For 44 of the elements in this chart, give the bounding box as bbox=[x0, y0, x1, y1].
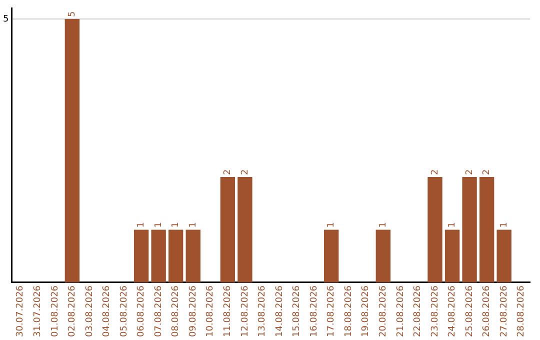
x-tick-label: 06.08.2026 bbox=[136, 285, 147, 337]
data-label: 2 bbox=[464, 169, 475, 176]
x-tick-label: 20.08.2026 bbox=[378, 285, 388, 337]
x-tick-label: 23.08.2026 bbox=[430, 285, 440, 337]
x-tick-label: 04.08.2026 bbox=[102, 285, 112, 337]
x-tick-label: 10.08.2026 bbox=[206, 285, 216, 337]
x-tick-label: 14.08.2026 bbox=[274, 285, 285, 337]
data-label: 1 bbox=[136, 222, 147, 228]
x-tick-label: 07.08.2026 bbox=[154, 285, 164, 337]
x-tick-label: 03.08.2026 bbox=[84, 285, 95, 337]
x-tick-label: 08.08.2026 bbox=[171, 285, 182, 337]
data-label: 2 bbox=[240, 169, 250, 176]
x-tick-label: 05.08.2026 bbox=[119, 285, 130, 337]
x-tick-label: 18.08.2026 bbox=[344, 285, 354, 337]
x-tick-label: 19.08.2026 bbox=[361, 285, 372, 337]
data-label: 2 bbox=[223, 169, 234, 176]
x-tick-label: 02.08.2026 bbox=[68, 285, 78, 337]
x-tick-label: 09.08.2026 bbox=[188, 285, 198, 337]
data-label: 2 bbox=[430, 169, 440, 176]
data-label: 1 bbox=[326, 222, 337, 228]
x-tick-label: 27.08.2026 bbox=[499, 285, 510, 337]
data-label: 1 bbox=[154, 222, 164, 228]
x-tick-label: 21.08.2026 bbox=[396, 285, 406, 337]
x-tick-label: 22.08.2026 bbox=[413, 285, 424, 337]
x-tick-label: 11.08.2026 bbox=[223, 285, 234, 337]
x-tick-label: 25.08.2026 bbox=[464, 285, 475, 337]
data-label: 1 bbox=[378, 222, 388, 228]
data-label: 1 bbox=[448, 222, 458, 228]
x-tick-label: 12.08.2026 bbox=[240, 285, 250, 337]
x-tick-label: 17.08.2026 bbox=[326, 285, 337, 337]
x-tick-label: 31.07.2026 bbox=[32, 285, 43, 337]
data-label: 1 bbox=[499, 222, 510, 228]
data-label: 5 bbox=[68, 11, 78, 17]
x-tick-label: 01.08.2026 bbox=[50, 285, 60, 337]
data-label: 2 bbox=[482, 169, 492, 176]
x-tick-label: 24.08.2026 bbox=[448, 285, 458, 337]
x-tick-label: 13.08.2026 bbox=[258, 285, 268, 337]
data-label: 1 bbox=[171, 222, 182, 228]
data-label: 1 bbox=[188, 222, 198, 228]
x-tick-label: 16.08.2026 bbox=[309, 285, 320, 337]
x-tick-label: 30.07.2026 bbox=[16, 285, 26, 337]
x-tick-label: 28.08.2026 bbox=[516, 285, 527, 337]
x-tick-label: 15.08.2026 bbox=[292, 285, 302, 337]
x-tick-label: 26.08.2026 bbox=[482, 285, 492, 337]
